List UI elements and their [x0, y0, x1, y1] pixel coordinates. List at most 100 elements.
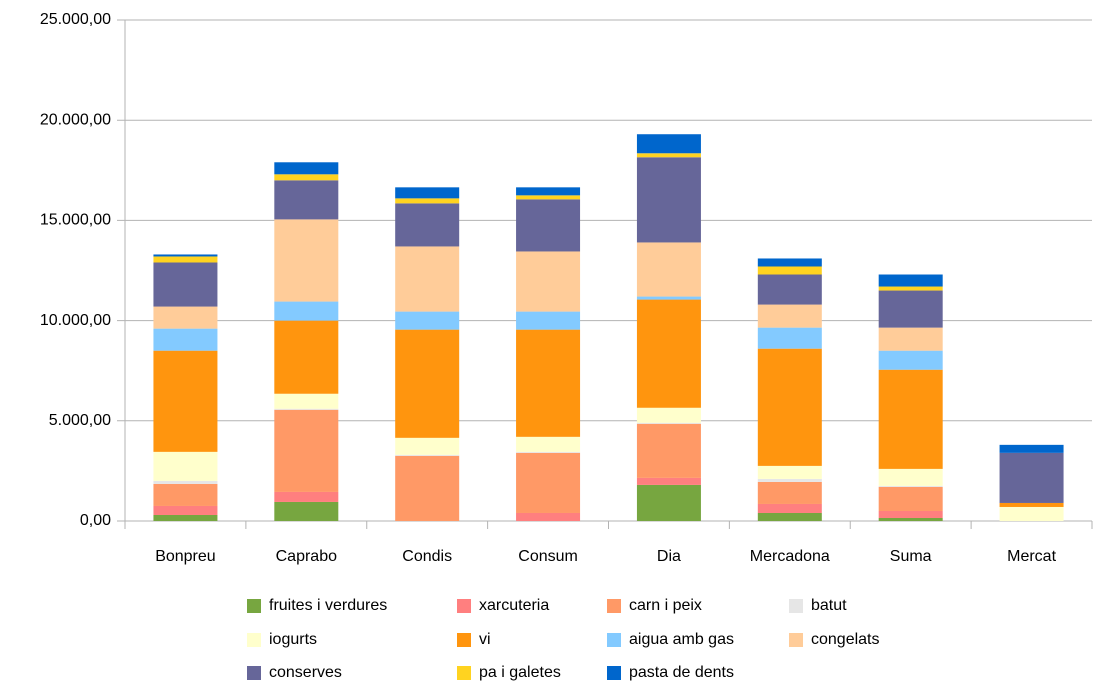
bar-segment	[757, 304, 822, 328]
bar-segment	[636, 423, 701, 478]
legend-label: congelats	[811, 631, 880, 648]
legend-swatch	[457, 599, 471, 613]
y-tick-label: 0,00	[80, 512, 111, 529]
x-tick-label: Condis	[402, 548, 452, 565]
bar-segment	[757, 512, 822, 521]
bar-segment	[274, 409, 339, 492]
bar-segment	[878, 517, 943, 521]
bar-segment	[636, 296, 701, 300]
bar-segment	[153, 262, 218, 307]
legend-label: vi	[479, 631, 491, 648]
legend-swatch	[247, 666, 261, 680]
x-tick-label: Mercat	[1007, 548, 1056, 565]
bar-segment	[274, 491, 339, 502]
bar-segment	[274, 393, 339, 409]
bar-segment	[274, 180, 339, 220]
bar-segment	[153, 483, 218, 506]
legend-swatch	[457, 666, 471, 680]
bar-segment	[516, 436, 581, 452]
bar-segment	[516, 195, 581, 200]
bar-segment	[757, 266, 822, 275]
bar-segment	[516, 199, 581, 252]
bar-segment	[878, 286, 943, 291]
bar-segment	[636, 299, 701, 408]
bar-segment	[878, 510, 943, 518]
bar-segment	[757, 274, 822, 305]
legend-swatch	[247, 633, 261, 647]
bar-segment	[516, 311, 581, 330]
bar-segment	[153, 350, 218, 452]
legend-swatch	[789, 633, 803, 647]
bar-segment	[395, 246, 460, 312]
bar-segment	[636, 407, 701, 423]
bar-segment	[274, 162, 339, 175]
bar-segment	[999, 502, 1064, 507]
bar-segment	[395, 187, 460, 199]
legend-swatch	[789, 599, 803, 613]
bar-segment	[757, 465, 822, 479]
x-tick-label: Dia	[657, 548, 681, 565]
bar-segment	[153, 480, 218, 484]
bar-segment	[636, 484, 701, 521]
bar-segment	[153, 451, 218, 481]
bar-segment	[516, 512, 581, 521]
legend-swatch	[607, 599, 621, 613]
x-tick-label: Mercadona	[750, 548, 830, 565]
bar-segment	[516, 329, 581, 437]
bar-segment	[153, 514, 218, 521]
bar-segment	[395, 198, 460, 204]
bar-segment	[757, 478, 822, 482]
y-tick-label: 10.000,00	[40, 312, 111, 329]
y-tick-label: 5.000,00	[49, 412, 111, 429]
bar-segment	[516, 451, 581, 453]
y-tick-label: 15.000,00	[40, 212, 111, 229]
bar-segment	[878, 485, 943, 487]
bar-segment	[757, 503, 822, 513]
bar-segment	[153, 505, 218, 515]
x-tick-label: Caprabo	[276, 548, 337, 565]
legend-label: pa i galetes	[479, 664, 561, 681]
bar-segment	[999, 506, 1064, 521]
bar-segment	[636, 157, 701, 243]
bar-segment	[395, 329, 460, 438]
bar-segment	[153, 328, 218, 351]
bar-segment	[395, 455, 460, 521]
bar-segment	[878, 369, 943, 469]
bar-segment	[516, 251, 581, 312]
bar-segment	[636, 477, 701, 485]
bar-segment	[153, 254, 218, 257]
bar-segment	[153, 256, 218, 263]
bar-segment	[878, 290, 943, 328]
x-tick-label: Consum	[518, 548, 578, 565]
bar-segment	[274, 320, 339, 394]
legend-swatch	[247, 599, 261, 613]
bar-segment	[636, 242, 701, 297]
bar-segment	[395, 454, 460, 456]
bar-segment	[395, 203, 460, 247]
bar-segment	[636, 134, 701, 154]
legend-label: fruites i verdures	[269, 597, 387, 614]
bar-segment	[878, 274, 943, 287]
bar-segment	[757, 258, 822, 267]
bar-segment	[636, 422, 701, 424]
legend-label: batut	[811, 597, 847, 614]
legend-swatch	[607, 666, 621, 680]
bar-segment	[395, 437, 460, 455]
bar-segment	[999, 452, 1064, 503]
bar-segment	[274, 408, 339, 410]
bar-segment	[274, 219, 339, 302]
bar-segment	[878, 327, 943, 351]
bar-segment	[274, 301, 339, 321]
legend-label: conserves	[269, 664, 342, 681]
bar-segment	[274, 501, 339, 521]
bar-segment	[636, 153, 701, 158]
bar-segment	[395, 311, 460, 330]
bar-segment	[999, 444, 1064, 453]
legend-swatch	[457, 633, 471, 647]
bar-segment	[516, 187, 581, 196]
bar-segment	[757, 481, 822, 504]
legend-label: aigua amb gas	[629, 631, 734, 648]
bar-segment	[757, 348, 822, 466]
legend-label: xarcuteria	[479, 597, 549, 614]
